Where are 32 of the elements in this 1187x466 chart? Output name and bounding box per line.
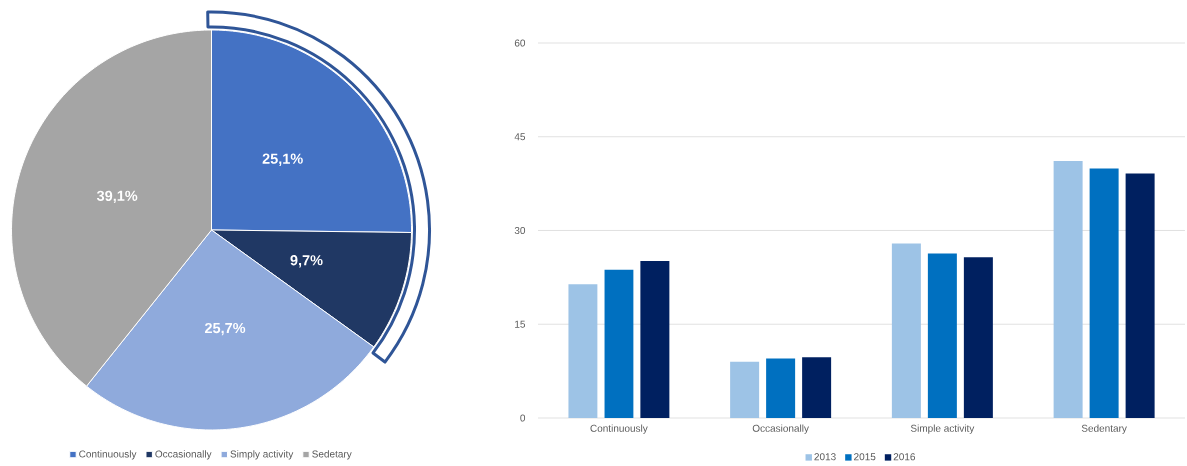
bar <box>568 284 598 418</box>
bar <box>766 358 796 418</box>
data-label: 9,7% <box>290 255 323 268</box>
bar <box>604 269 634 418</box>
legend-label: 2015 <box>854 453 876 461</box>
bar <box>963 257 993 418</box>
bar <box>927 253 957 418</box>
y-tick-label: 0 <box>520 414 526 422</box>
bar <box>640 261 670 418</box>
x-tick-label: Simple activity <box>910 424 975 434</box>
x-tick-label: Occasionally <box>752 424 809 434</box>
bar <box>1053 161 1083 418</box>
y-tick-label: 30 <box>514 226 526 235</box>
x-tick-label: Continuously <box>590 424 648 434</box>
legend-label: 2013 <box>814 453 836 461</box>
bar <box>891 243 921 418</box>
bar <box>802 357 832 418</box>
x-tick-label: Sedentary <box>1081 424 1127 434</box>
legend-label: Occasionally <box>155 450 212 460</box>
data-label: 25,7% <box>204 322 246 336</box>
legend-label: 2016 <box>893 453 916 461</box>
y-tick-label: 15 <box>515 320 526 328</box>
legend-label: Simply activity <box>230 450 294 460</box>
legend-label: Sedetary <box>312 450 352 460</box>
data-label: 25,1% <box>262 153 303 166</box>
y-tick-label: 45 <box>514 133 526 141</box>
legend-label: Continuously <box>79 450 137 460</box>
data-label: 39,1% <box>96 190 138 204</box>
bar <box>1125 173 1155 418</box>
y-tick-label: 60 <box>514 39 526 47</box>
bar <box>1089 168 1119 418</box>
bar <box>730 361 760 418</box>
